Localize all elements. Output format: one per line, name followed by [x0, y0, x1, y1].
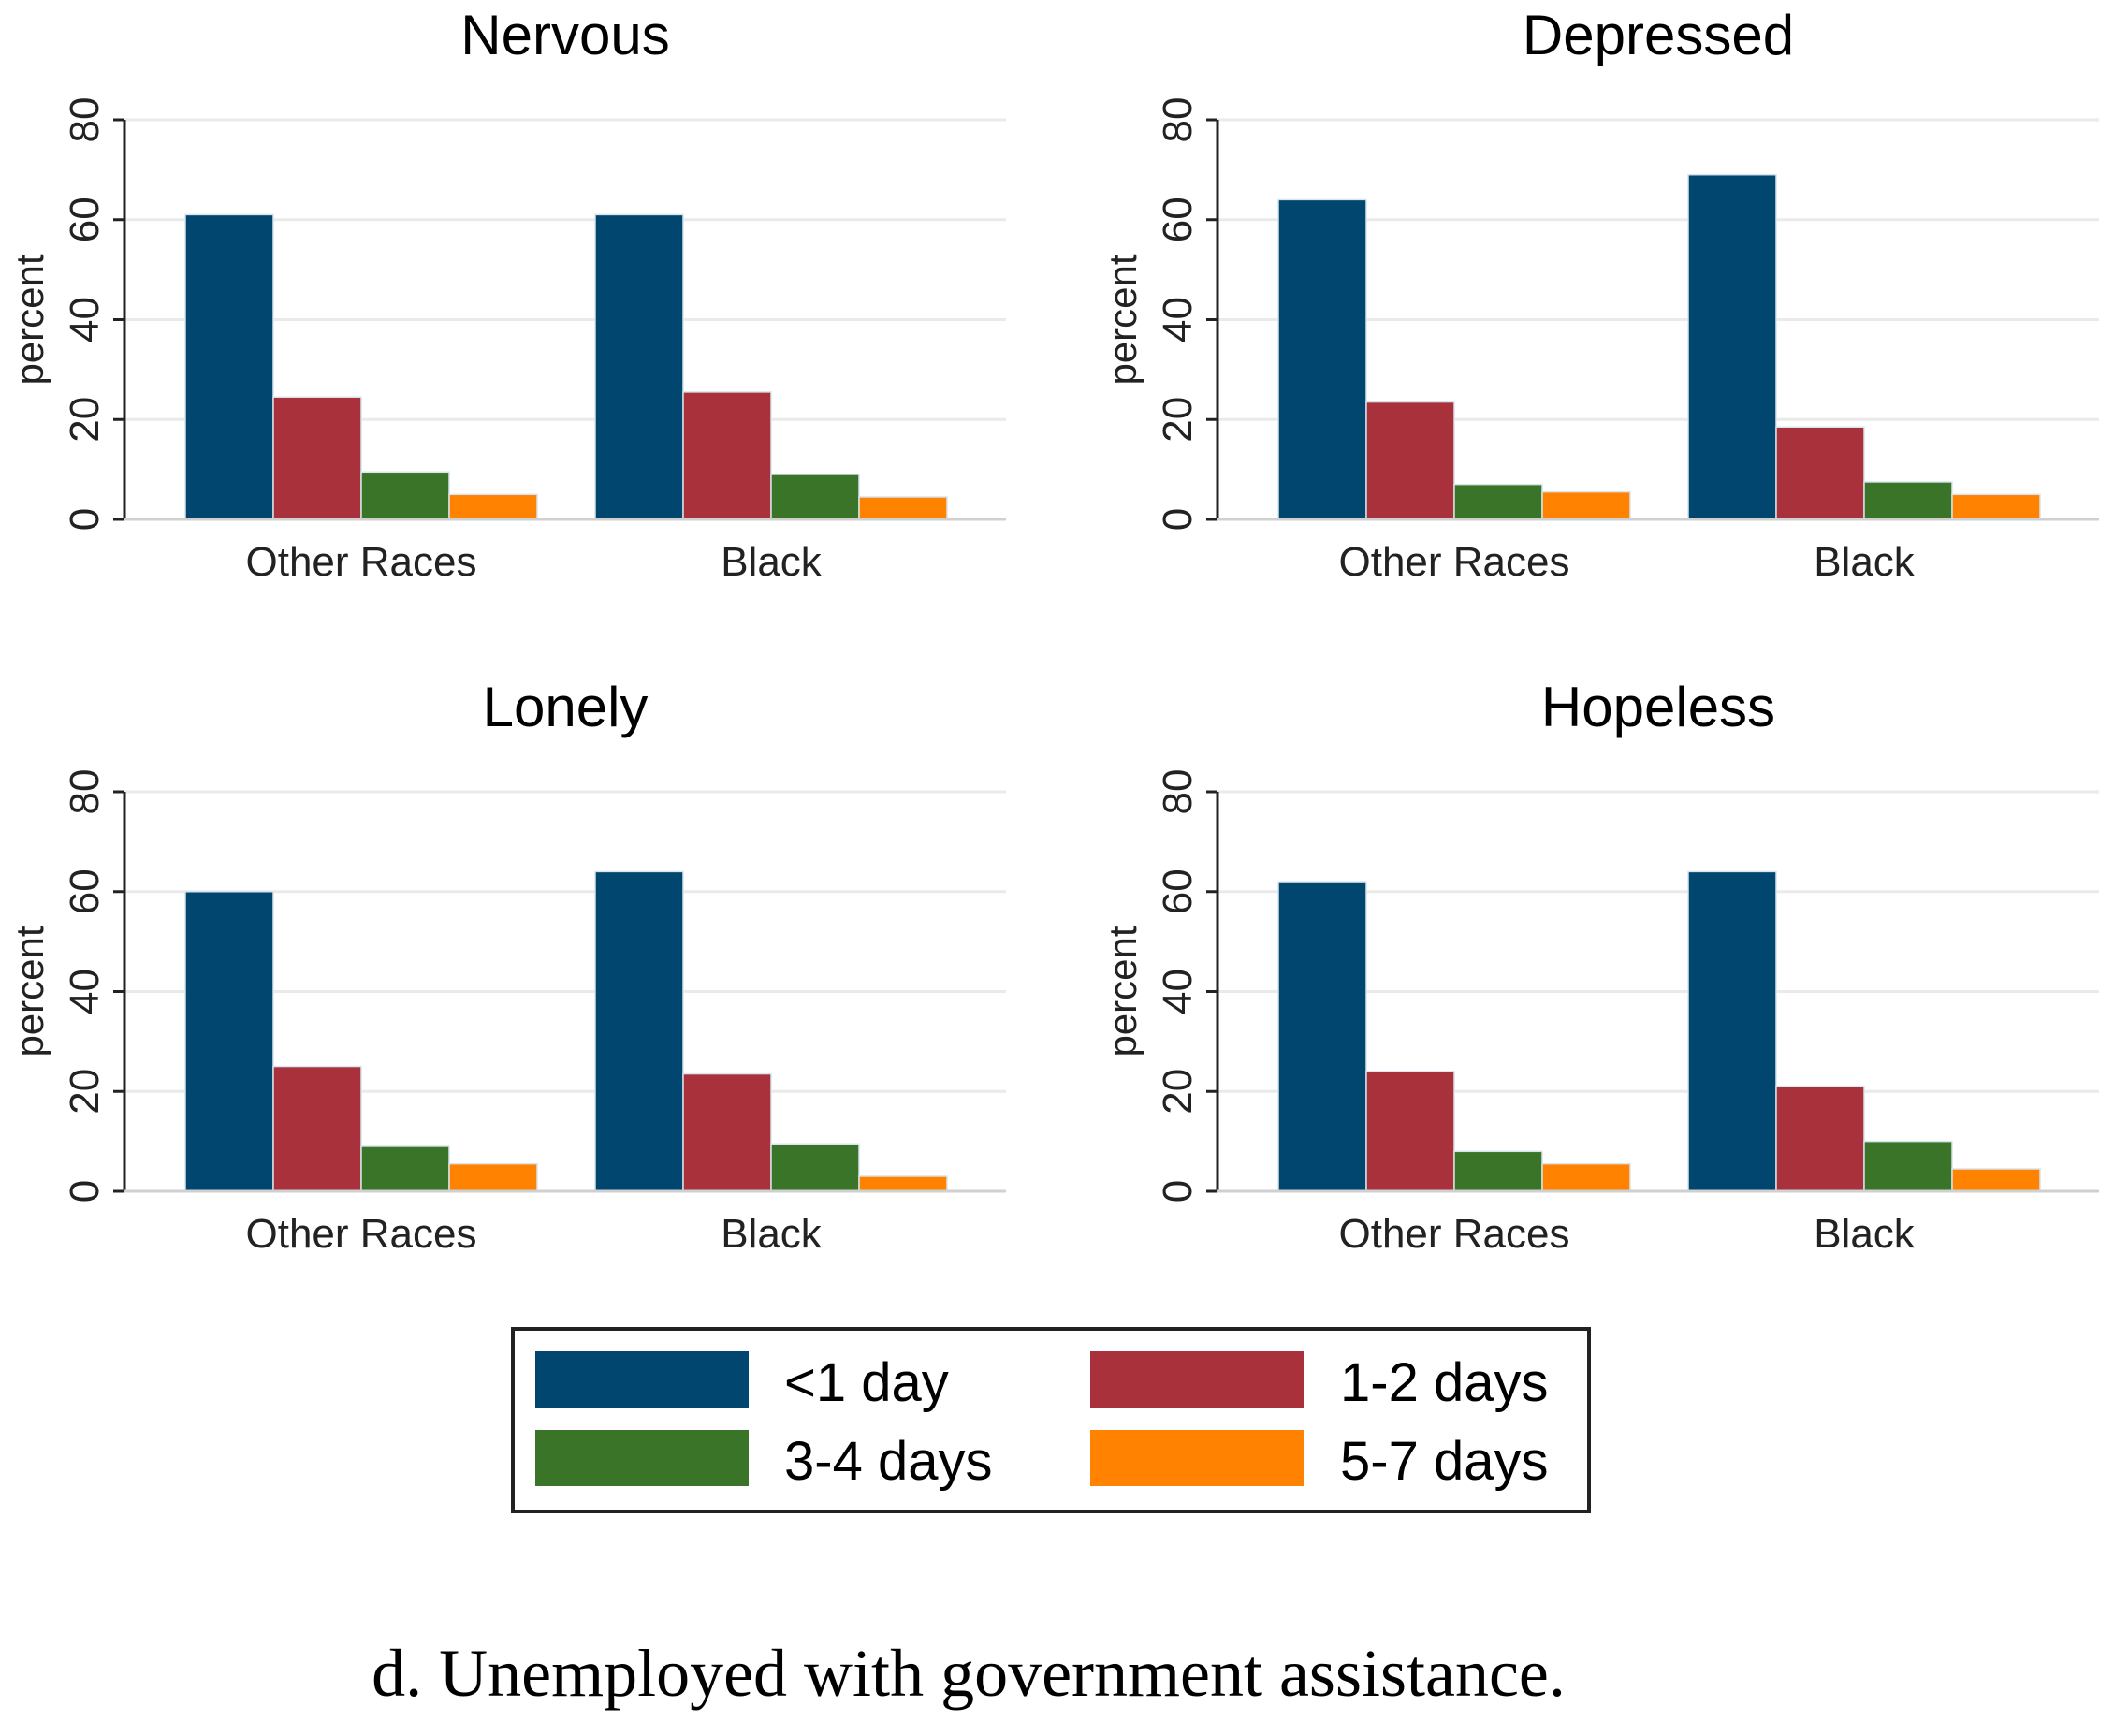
panel-nervous: Nervous 0 20 40 60 80 percent Other Races Black — [7, 4, 1006, 585]
category-label: Black — [721, 1211, 823, 1257]
bar-other-races-3-4-days — [360, 471, 450, 520]
bar-other-races-3-4-days — [1453, 1150, 1543, 1192]
y-tick-label: 60 — [62, 197, 108, 242]
bar-other-races-1-2-days — [272, 396, 362, 520]
bar-black-lt1-day — [594, 870, 684, 1192]
bar-other-races-lt1-day — [184, 213, 274, 520]
bar-other-races-1-2-days — [1365, 401, 1455, 520]
bar-other-races-3-4-days — [1453, 483, 1543, 520]
bar-black-3-4-days — [1863, 1140, 1953, 1192]
panel-title: Depressed — [1523, 4, 1794, 66]
legend-swatch-1-2-days — [1090, 1351, 1304, 1408]
bar-other-races-lt1-day — [1277, 198, 1367, 520]
category-label: Other Races — [1339, 1211, 1570, 1257]
category-label: Other Races — [246, 539, 477, 585]
y-tick-label: 80 — [62, 769, 108, 815]
legend-label-lt1-day: <1 day — [784, 1352, 949, 1413]
y-axis-label: percent — [7, 926, 51, 1057]
bar-black-lt1-day — [594, 213, 684, 520]
bar-other-races-lt1-day — [184, 891, 274, 1192]
y-tick-label: 0 — [1155, 508, 1201, 531]
category-label: Other Races — [246, 1211, 477, 1257]
legend-swatch-lt1-day — [535, 1351, 749, 1408]
panel-title: Nervous — [460, 4, 669, 66]
bar-black-5-7-days — [1951, 493, 2041, 520]
y-tick-label: 20 — [1155, 1069, 1201, 1115]
y-tick-label: 80 — [1155, 769, 1201, 815]
legend-label-3-4-days: 3-4 days — [784, 1431, 992, 1492]
panel-title: Lonely — [483, 676, 649, 738]
y-tick-label: 0 — [62, 508, 108, 531]
bar-black-5-7-days — [858, 496, 948, 520]
bar-black-lt1-day — [1687, 870, 1777, 1192]
bar-other-races-5-7-days — [1541, 490, 1631, 520]
bar-other-races-1-2-days — [1365, 1071, 1455, 1192]
y-tick-label: 40 — [62, 297, 108, 343]
legend-swatch-3-4-days — [535, 1430, 749, 1486]
y-tick-label: 40 — [1155, 969, 1201, 1014]
legend-swatch-5-7-days — [1090, 1430, 1304, 1486]
bar-black-lt1-day — [1687, 173, 1777, 520]
bar-other-races-5-7-days — [448, 1162, 538, 1192]
panel-hopeless: Hopeless 0 20 40 60 80 percent Other Races Black — [1101, 676, 2099, 1257]
bar-black-1-2-days — [1775, 1086, 1865, 1192]
y-tick-label: 40 — [1155, 297, 1201, 343]
figure-caption: d. Unemployed with government assistance… — [372, 1636, 1566, 1711]
bar-other-races-5-7-days — [448, 493, 538, 520]
category-label: Black — [1814, 1211, 1916, 1257]
y-tick-label: 20 — [62, 1069, 108, 1115]
y-tick-label: 60 — [62, 868, 108, 914]
y-tick-label: 0 — [62, 1180, 108, 1203]
y-tick-label: 20 — [1155, 397, 1201, 443]
bar-other-races-1-2-days — [272, 1065, 362, 1192]
y-axis-label: percent — [7, 254, 51, 385]
y-tick-label: 80 — [62, 97, 108, 143]
panel-lonely: Lonely 0 20 40 60 80 percent Other Races Black — [7, 676, 1006, 1257]
bar-black-1-2-days — [682, 391, 772, 520]
y-tick-label: 40 — [62, 969, 108, 1014]
panel-depressed: Depressed 0 20 40 60 80 percent Other Races Blac… — [1101, 4, 2099, 585]
y-axis-label: percent — [1101, 254, 1144, 385]
y-tick-label: 20 — [62, 397, 108, 443]
bar-black-5-7-days — [858, 1175, 948, 1192]
y-tick-label: 80 — [1155, 97, 1201, 143]
y-tick-label: 60 — [1155, 868, 1201, 914]
y-tick-label: 60 — [1155, 197, 1201, 242]
bar-other-races-5-7-days — [1541, 1162, 1631, 1192]
panel-title: Hopeless — [1541, 676, 1775, 738]
bar-black-3-4-days — [1863, 481, 1953, 520]
y-axis-label: percent — [1101, 926, 1144, 1057]
category-label: Other Races — [1339, 539, 1570, 585]
bar-other-races-lt1-day — [1277, 881, 1367, 1192]
legend-label-1-2-days: 1-2 days — [1340, 1352, 1548, 1413]
bar-black-1-2-days — [682, 1072, 772, 1192]
category-label: Black — [721, 539, 823, 585]
bar-black-3-4-days — [770, 1143, 860, 1192]
bar-black-1-2-days — [1775, 426, 1865, 520]
bar-other-races-3-4-days — [360, 1145, 450, 1192]
bar-black-3-4-days — [770, 474, 860, 520]
bar-black-5-7-days — [1951, 1168, 2041, 1192]
category-label: Black — [1814, 539, 1916, 585]
legend-label-5-7-days: 5-7 days — [1340, 1431, 1548, 1492]
y-tick-label: 0 — [1155, 1180, 1201, 1203]
legend: <1 day 1-2 days 3-4 days 5-7 days — [511, 1327, 1591, 1513]
